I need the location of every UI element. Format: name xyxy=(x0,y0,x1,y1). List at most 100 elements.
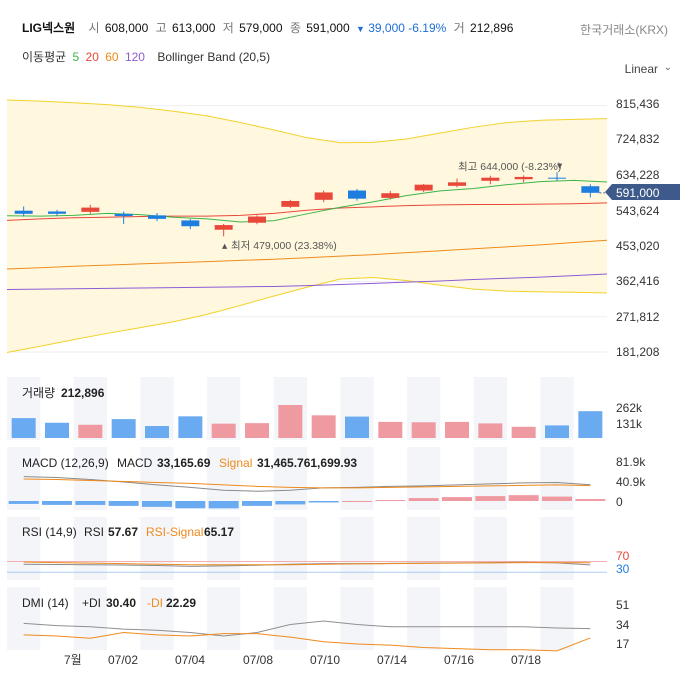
volume-bar[interactable] xyxy=(145,426,169,438)
price-tick: 271,812 xyxy=(616,310,660,324)
candle[interactable] xyxy=(414,184,433,191)
candle[interactable] xyxy=(114,213,133,217)
candle[interactable] xyxy=(48,211,66,214)
macd-histogram-bar xyxy=(175,501,206,509)
column-band xyxy=(7,447,41,510)
scale-selector[interactable]: Linear xyxy=(624,62,658,76)
candle[interactable] xyxy=(348,190,366,199)
macd-histogram-bar xyxy=(542,496,572,501)
macd-histogram-bar xyxy=(475,496,506,501)
x-tick: 07/18 xyxy=(511,653,541,667)
volume-panel-value: 212,896 xyxy=(61,386,105,400)
dmi-tick: 34 xyxy=(616,618,630,632)
volume-bar[interactable] xyxy=(311,415,336,438)
column-band xyxy=(540,517,574,580)
volume-bar[interactable] xyxy=(11,418,36,438)
column-band xyxy=(207,447,241,510)
macd-value: 33,165.69 xyxy=(157,456,211,470)
bollinger-fill xyxy=(7,100,607,353)
column-band xyxy=(73,517,107,580)
macd-histogram-bar xyxy=(575,499,606,501)
price-tick: 815,436 xyxy=(616,97,660,111)
macd-title: MACD (12,26,9) xyxy=(22,456,109,470)
bollinger-upper-line xyxy=(6,99,608,144)
indicator-legend: 이동평균 5 20 60 120 Bollinger Band (20,5) xyxy=(22,48,273,65)
candle[interactable] xyxy=(381,193,400,198)
macd-tick: 0 xyxy=(616,495,623,509)
macd-histogram-bar xyxy=(42,501,72,505)
volume-bar[interactable] xyxy=(511,426,536,438)
column-band xyxy=(340,517,374,580)
x-tick: 07/10 xyxy=(310,653,340,667)
volume-bar[interactable] xyxy=(111,419,136,438)
volume-tick: 262k xyxy=(616,401,643,415)
ma5-label[interactable]: 5 xyxy=(72,50,80,64)
ma60-label[interactable]: 60 xyxy=(105,50,119,64)
ma120-label[interactable]: 120 xyxy=(124,50,145,64)
column-band xyxy=(273,587,307,650)
volume-bar[interactable] xyxy=(45,422,69,438)
volume-bar[interactable] xyxy=(78,424,103,438)
macd-histogram-bar xyxy=(242,501,272,506)
rsi-signal-line xyxy=(23,561,591,566)
column-band xyxy=(7,587,41,650)
macd-tick: 81.9k xyxy=(616,455,646,469)
column-band xyxy=(140,447,174,510)
bollinger-label[interactable]: Bollinger Band (20,5) xyxy=(157,50,271,64)
low-label: 저 xyxy=(222,21,234,35)
max-marker-icon: ▾ xyxy=(557,160,563,172)
x-tick: 07/02 xyxy=(108,653,138,667)
di-plus-line xyxy=(23,620,591,637)
volume-bar[interactable] xyxy=(278,405,303,438)
open-value: 608,000 xyxy=(104,21,149,35)
macd-histogram-bar xyxy=(275,501,306,505)
candle[interactable] xyxy=(281,200,300,207)
volume-bar[interactable] xyxy=(478,423,503,438)
candle[interactable] xyxy=(214,225,233,230)
volume-bar[interactable] xyxy=(211,423,236,438)
column-band xyxy=(540,587,574,650)
candle[interactable] xyxy=(314,192,333,200)
bollinger-lower-line xyxy=(6,277,608,353)
candle[interactable] xyxy=(548,177,566,179)
candle[interactable] xyxy=(14,210,33,214)
candle[interactable] xyxy=(581,186,600,193)
candle[interactable] xyxy=(514,176,533,180)
volume-bar[interactable] xyxy=(178,416,203,438)
volume-bar[interactable] xyxy=(445,421,469,438)
macd-histogram-bar xyxy=(8,501,39,504)
x-tick: 07/14 xyxy=(377,653,407,667)
candle[interactable] xyxy=(248,216,266,223)
ma20-label[interactable]: 20 xyxy=(85,50,99,64)
macd-histogram-bar xyxy=(408,498,439,501)
candle[interactable] xyxy=(481,177,500,181)
rsi-value: 57.67 xyxy=(108,525,138,539)
column-band xyxy=(140,517,174,580)
volume-bar[interactable] xyxy=(578,411,603,438)
column-band xyxy=(273,447,307,510)
candle[interactable] xyxy=(81,207,100,212)
macd-tick: 40.9k xyxy=(616,475,646,489)
ma-label: 이동평균 xyxy=(22,50,67,64)
volume-bar[interactable] xyxy=(545,425,569,438)
macd-histogram-bar xyxy=(442,497,472,501)
macd-signal-line xyxy=(23,478,591,489)
exchange-label: 한국거래소(KRX) xyxy=(580,23,668,37)
volume-bar[interactable] xyxy=(245,423,269,438)
candle[interactable] xyxy=(448,182,466,186)
close-value: 591,000 xyxy=(306,21,350,35)
candle[interactable] xyxy=(148,215,166,219)
current-price-value: 591,000 xyxy=(616,186,660,200)
candle[interactable] xyxy=(181,220,200,227)
change-percent: -6.19% xyxy=(408,21,447,35)
volume-bar[interactable] xyxy=(411,422,436,438)
volume-bar[interactable] xyxy=(345,416,369,438)
volume-bar[interactable] xyxy=(378,421,403,438)
macd-histogram-bar xyxy=(508,495,539,501)
di-minus-value: 22.29 xyxy=(166,596,196,610)
price-tick: 181,208 xyxy=(616,345,660,359)
chevron-down-icon[interactable]: ⌄ xyxy=(663,62,672,73)
column-band xyxy=(207,517,241,580)
column-band xyxy=(407,587,441,650)
